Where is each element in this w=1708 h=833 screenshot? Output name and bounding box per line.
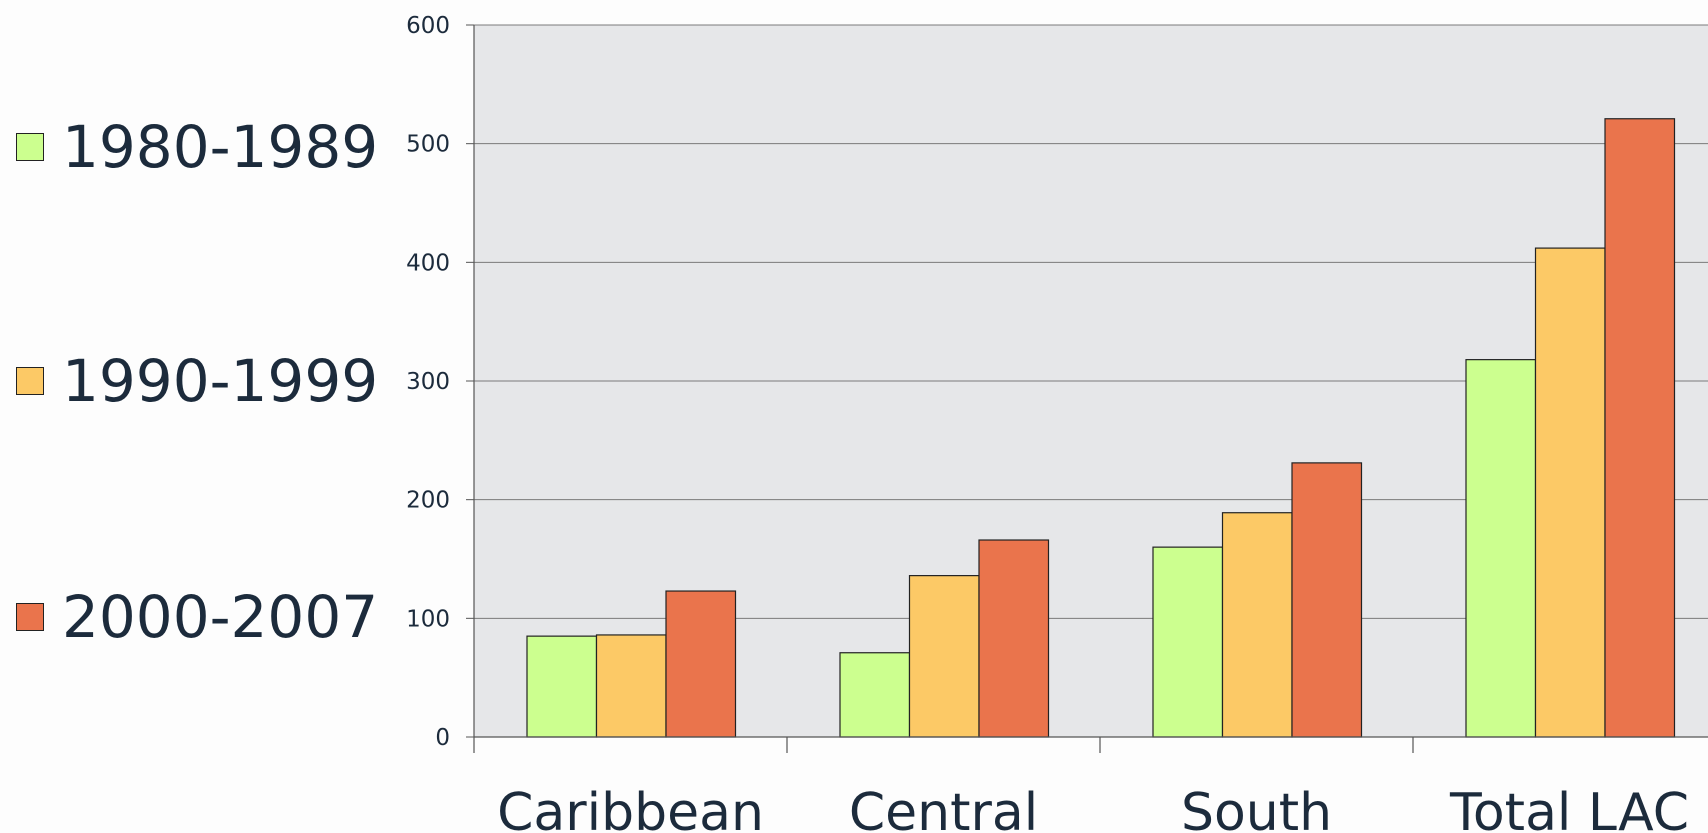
x-tick-label: Central (849, 783, 1038, 833)
legend-label: 1980-1989 (62, 113, 379, 181)
legend: 1980-1989 1990-1999 2000-2007 (0, 0, 380, 833)
bar (839, 652, 911, 738)
y-tick-label: 400 (406, 250, 450, 276)
y-tick-label: 100 (406, 606, 450, 632)
x-tick-label: Total LAC (1449, 783, 1689, 833)
legend-item: 1980-1989 (16, 118, 378, 176)
bar (1534, 247, 1606, 738)
x-tick-label: South (1181, 783, 1332, 833)
bar (908, 575, 980, 738)
bar (1465, 359, 1537, 738)
y-tick-label: 0 (435, 725, 450, 751)
y-tick-label: 300 (406, 369, 450, 395)
y-tick-label: 500 (406, 132, 450, 158)
legend-swatch (16, 367, 44, 395)
x-axis-tick-labels: Caribbean Central South Total LAC (497, 783, 1689, 833)
bars (526, 118, 1676, 738)
y-tick-label: 200 (406, 488, 450, 514)
legend-item: 2000-2007 (16, 588, 378, 646)
bar (1221, 512, 1293, 738)
y-axis-tick-labels: 0 100 200 300 400 500 600 (406, 13, 450, 751)
legend-swatch (16, 133, 44, 161)
legend-label: 1990-1999 (62, 347, 379, 415)
bar (526, 635, 598, 738)
legend-item: 1990-1999 (16, 352, 378, 410)
bar (1291, 462, 1363, 738)
bar (595, 634, 667, 738)
y-tick-label: 600 (406, 13, 450, 39)
bar (1604, 118, 1676, 738)
bar (978, 539, 1050, 738)
bar (1152, 546, 1224, 738)
bar (665, 590, 737, 738)
axes (473, 25, 1708, 753)
x-tick-label: Caribbean (497, 783, 764, 833)
legend-label: 2000-2007 (62, 583, 379, 651)
legend-swatch (16, 603, 44, 631)
